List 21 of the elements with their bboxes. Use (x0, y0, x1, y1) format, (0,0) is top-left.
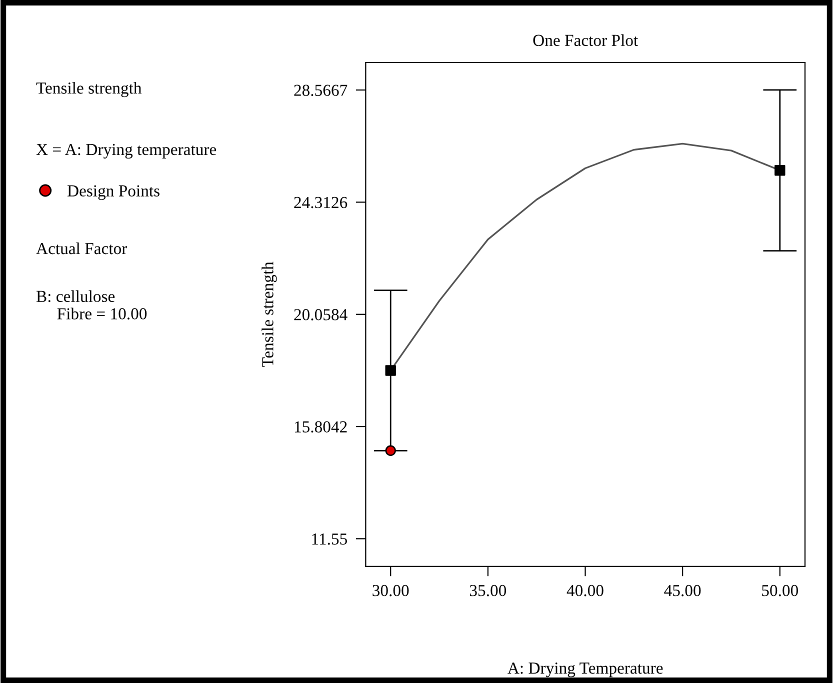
x-tick-label: 35.00 (470, 584, 506, 596)
x-tick-label: 40.00 (566, 584, 604, 596)
y-tick-label: 20.0584 (294, 309, 348, 320)
chart-title: One Factor Plot (533, 34, 638, 46)
text: Tensile strength (36, 82, 142, 98)
y-tick-label: 28.5667 (294, 84, 348, 96)
point (774, 164, 786, 176)
text: Actual Factor (36, 242, 128, 254)
point (385, 445, 396, 456)
legend-label: Design Points (67, 185, 160, 200)
y-axis-title: Tensile strength (262, 262, 277, 368)
y-tick-label: 24.3126 (294, 196, 348, 208)
x-tick-label: 30.00 (372, 584, 409, 596)
point (385, 365, 396, 376)
y-tick-label: 11.55 (312, 533, 347, 545)
x-tick-label: 50.00 (762, 584, 798, 596)
x-tick-label: 45.00 (664, 584, 701, 596)
y-tick-label: 15.8042 (294, 421, 347, 433)
x-axis-title: A: Drying Temperature (508, 662, 663, 678)
text: X = A: Drying temperature (36, 144, 216, 159)
text: B: cellulose Fibre = 10.00 (36, 290, 147, 320)
